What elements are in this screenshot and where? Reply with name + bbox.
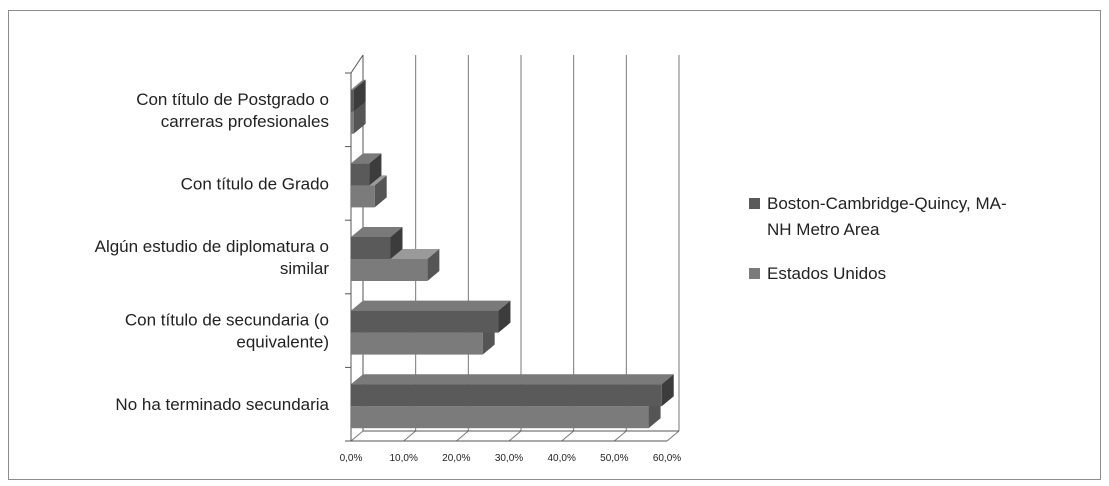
category-label-line: Con título de secundaria (o	[125, 311, 329, 330]
bar-end-face	[427, 249, 440, 281]
legend-swatch	[749, 198, 760, 209]
legend-item-estados-unidos: Estados Unidos	[749, 264, 886, 283]
bar-front-face	[351, 332, 483, 355]
bar-front-face	[351, 163, 370, 186]
legend-item-boston: Boston-Cambridge-Quincy, MA- NH Metro Are…	[749, 194, 1007, 239]
category-label-line: carreras profesionales	[161, 112, 329, 131]
y-axis-top-depth	[350, 54, 364, 74]
bar-front-face	[351, 89, 354, 112]
bar-chart: Con título de Postgrado o carreras profes…	[95, 54, 1007, 464]
x-tick-label: 60,0%	[653, 453, 681, 464]
x-tick-label: 30,0%	[495, 453, 523, 464]
x-tick-labels: 0,0% 10,0% 20,0% 30,0% 40,0% 50,0% 60,0%	[340, 453, 682, 464]
category-label: Con título de Postgrado o carreras profes…	[136, 90, 329, 131]
floor-tick-line	[508, 430, 522, 442]
bar-front-face	[351, 111, 354, 134]
floor-tick-line	[666, 430, 680, 442]
bar-top-face	[351, 79, 366, 90]
bar-end-face	[374, 175, 387, 208]
legend-label-line: Boston-Cambridge-Quincy, MA-	[767, 194, 1007, 213]
bar-top-face	[351, 227, 403, 237]
bar-front-face	[351, 259, 428, 281]
x-tick-label: 50,0%	[600, 453, 628, 464]
bar-front-face	[351, 237, 391, 259]
category-label: Algún estudio de diplomatura o similar	[95, 237, 330, 278]
bar-top-face	[351, 374, 674, 385]
floor-tick-line	[456, 430, 469, 442]
floor-tick-line	[350, 430, 364, 442]
bar-front-face	[351, 406, 649, 429]
bar-boston	[351, 227, 403, 259]
floor-tick-line	[403, 430, 416, 442]
bar-end-face	[353, 101, 366, 134]
bar-top-face	[351, 153, 382, 164]
category-label-line: No ha terminado secundaria	[115, 395, 329, 414]
chart-frame: Con título de Postgrado o carreras profes…	[8, 10, 1101, 480]
category-label-line: Algún estudio de diplomatura o	[95, 237, 329, 256]
bar-end-face	[390, 227, 403, 259]
category-label: No ha terminado secundaria	[115, 395, 329, 414]
floor-tick-line	[614, 430, 627, 442]
category-label-line: equivalente)	[236, 333, 329, 352]
x-tick-label: 10,0%	[389, 453, 417, 464]
bar-front-face	[351, 185, 375, 208]
legend: Boston-Cambridge-Quincy, MA- NH Metro Are…	[749, 194, 1007, 283]
x-tick-label: 20,0%	[442, 453, 470, 464]
x-tick-label: 0,0%	[340, 453, 363, 464]
category-label-line: Con título de Grado	[181, 174, 329, 193]
bars	[351, 79, 674, 429]
bar-end-face	[369, 153, 382, 186]
bar-end-face	[498, 300, 511, 333]
category-label-line: Con título de Postgrado o	[136, 90, 329, 109]
floor-tick-line	[561, 430, 574, 442]
legend-label-line: Estados Unidos	[767, 264, 886, 283]
bar-front-face	[351, 310, 499, 333]
category-labels: Con título de Postgrado o carreras profes…	[95, 90, 330, 414]
legend-label: Boston-Cambridge-Quincy, MA- NH Metro Are…	[767, 194, 1007, 239]
category-label-line: similar	[280, 259, 329, 278]
legend-swatch	[749, 268, 760, 279]
legend-label-line: NH Metro Area	[767, 220, 880, 239]
bar-end-face	[661, 374, 674, 407]
bar-boston	[351, 153, 382, 186]
gridlines	[350, 55, 680, 442]
bar-boston	[351, 79, 366, 112]
bar-boston	[351, 374, 674, 407]
legend-label: Estados Unidos	[767, 264, 886, 283]
bar-end-face	[353, 79, 366, 112]
category-label: Con título de Grado	[181, 174, 329, 193]
bar-boston	[351, 300, 511, 333]
category-label: Con título de secundaria (o equivalente)	[125, 311, 329, 352]
bar-top-face	[351, 300, 511, 311]
x-tick-label: 40,0%	[547, 453, 575, 464]
bar-front-face	[351, 384, 662, 407]
